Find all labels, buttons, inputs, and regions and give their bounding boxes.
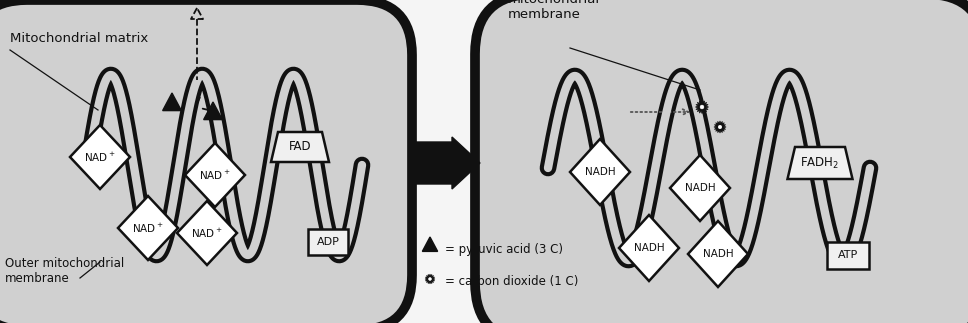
Polygon shape xyxy=(118,196,178,260)
Circle shape xyxy=(718,125,722,129)
Polygon shape xyxy=(670,155,730,221)
Text: ATP: ATP xyxy=(838,250,858,260)
Bar xyxy=(827,242,869,268)
Text: Inner
mitochondrial
membrane: Inner mitochondrial membrane xyxy=(508,0,600,21)
Text: FADH$_2$: FADH$_2$ xyxy=(801,155,839,171)
Polygon shape xyxy=(788,147,853,179)
Text: Outer mitochondrial
membrane: Outer mitochondrial membrane xyxy=(5,257,124,285)
Polygon shape xyxy=(714,121,726,133)
Text: NADH: NADH xyxy=(703,249,734,259)
Polygon shape xyxy=(422,237,438,251)
Polygon shape xyxy=(695,100,709,114)
Text: = carbon dioxide (1 C): = carbon dioxide (1 C) xyxy=(445,275,578,287)
Text: = pyruvic acid (3 C): = pyruvic acid (3 C) xyxy=(445,243,563,255)
Polygon shape xyxy=(163,93,181,110)
Text: NAD$^+$: NAD$^+$ xyxy=(191,226,223,240)
FancyBboxPatch shape xyxy=(0,0,412,323)
FancyBboxPatch shape xyxy=(475,0,968,323)
Polygon shape xyxy=(619,215,679,281)
Text: NAD$^+$: NAD$^+$ xyxy=(199,169,230,182)
Polygon shape xyxy=(185,143,245,207)
Text: ADP: ADP xyxy=(317,237,340,247)
Text: NADH: NADH xyxy=(585,167,616,177)
Text: NAD$^+$: NAD$^+$ xyxy=(84,151,116,163)
Polygon shape xyxy=(70,125,130,189)
Circle shape xyxy=(429,278,432,280)
Bar xyxy=(308,229,348,255)
Text: NAD$^+$: NAD$^+$ xyxy=(133,222,164,234)
FancyArrow shape xyxy=(415,137,480,189)
Polygon shape xyxy=(177,201,237,265)
Circle shape xyxy=(700,105,704,109)
Polygon shape xyxy=(271,132,329,162)
Polygon shape xyxy=(570,139,630,205)
Polygon shape xyxy=(203,102,223,120)
Text: NADH: NADH xyxy=(634,243,664,253)
Text: FAD: FAD xyxy=(288,141,312,153)
Polygon shape xyxy=(425,274,435,284)
Polygon shape xyxy=(688,221,748,287)
Text: Mitochondrial matrix: Mitochondrial matrix xyxy=(10,32,148,45)
Text: NADH: NADH xyxy=(684,183,715,193)
